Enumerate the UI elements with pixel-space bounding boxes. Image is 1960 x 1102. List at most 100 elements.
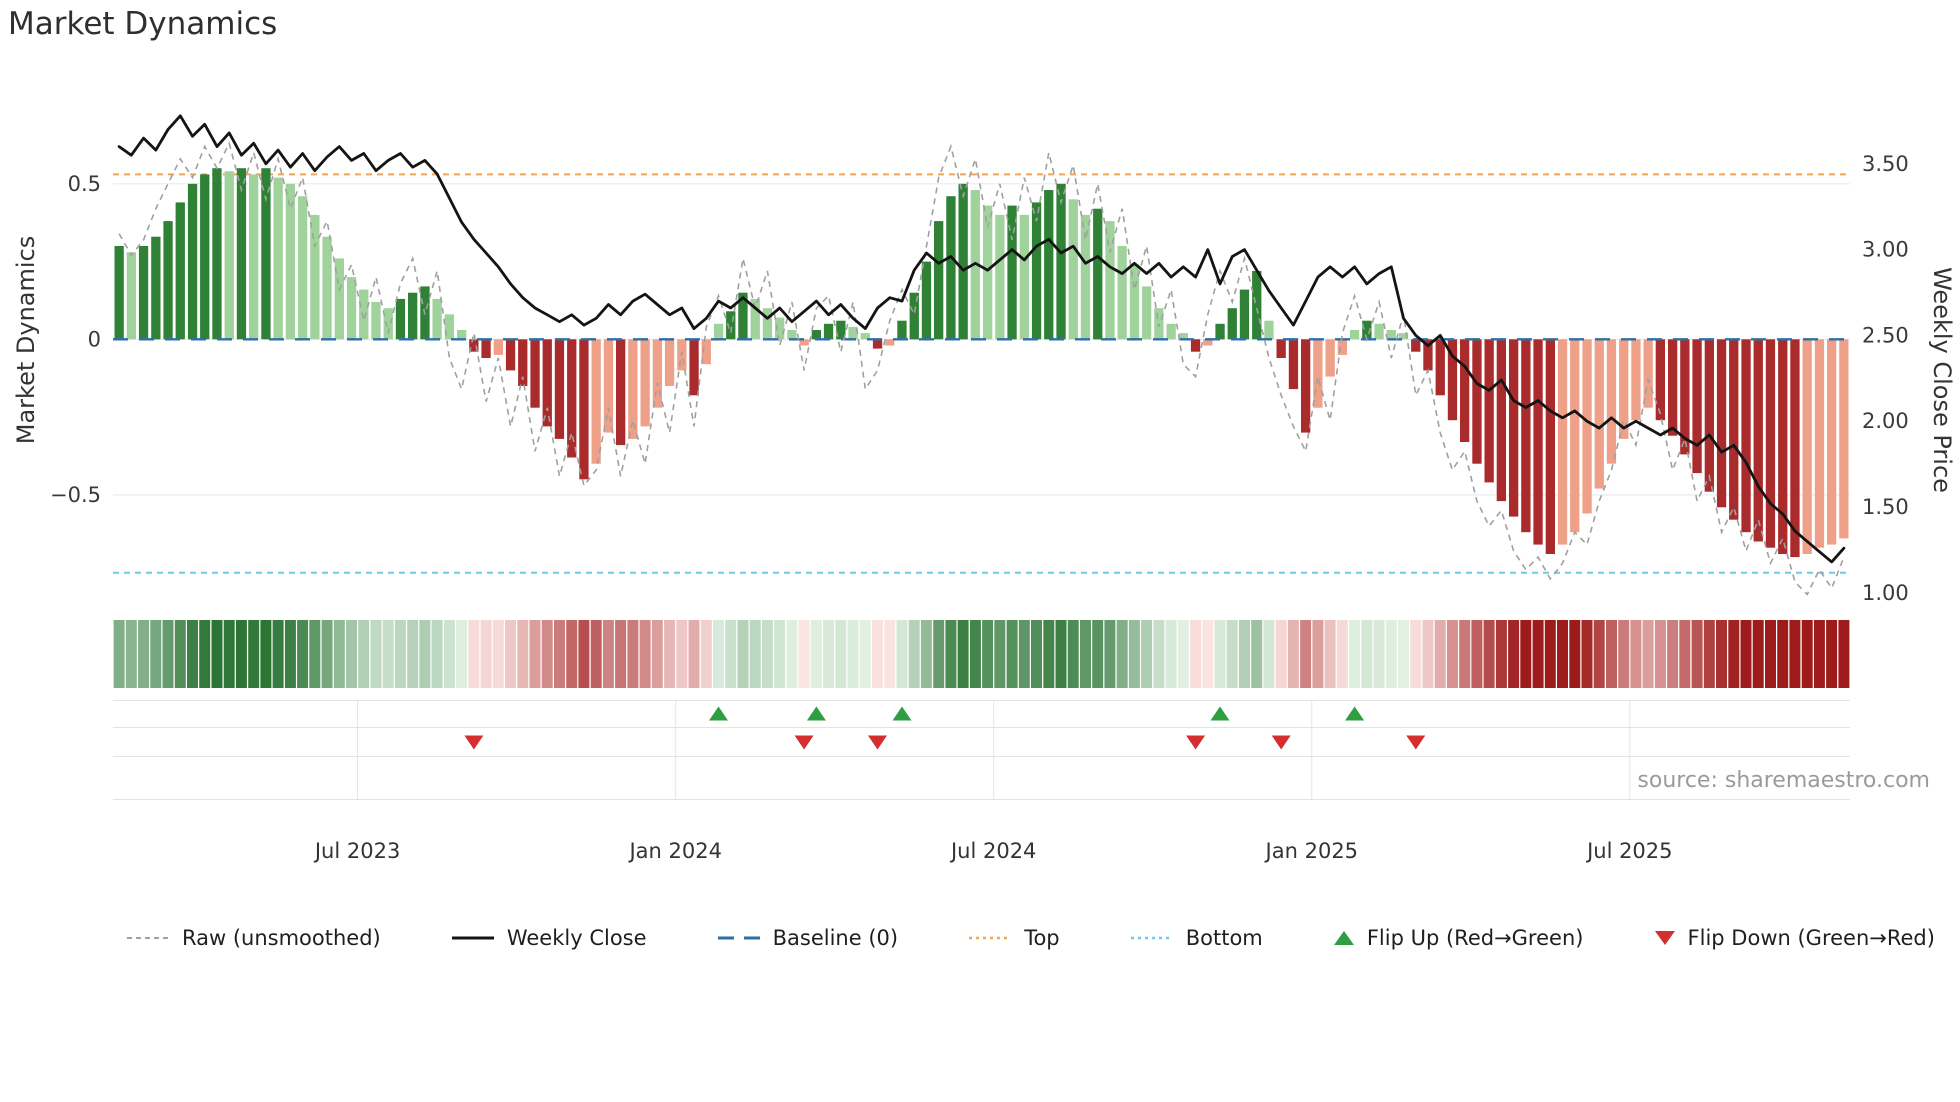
heatmap-cell xyxy=(1752,620,1764,688)
oscillator-bar xyxy=(775,317,785,340)
heatmap-cell xyxy=(1838,620,1850,688)
heatmap-cell xyxy=(1067,620,1079,688)
oscillator-bar xyxy=(493,339,503,355)
oscillator-bar xyxy=(1068,199,1078,340)
heatmap-cell xyxy=(1716,620,1727,688)
heatmap-cell xyxy=(578,620,590,688)
legend-label: Flip Up (Red→Green) xyxy=(1366,926,1584,950)
oscillator-bar xyxy=(628,339,638,439)
oscillator-bar xyxy=(554,339,565,439)
heatmap-cell xyxy=(810,620,822,688)
heatmap-cell xyxy=(1544,620,1556,688)
heatmap-cell xyxy=(492,620,504,688)
oscillator-bar xyxy=(811,330,821,340)
oscillator-bar xyxy=(481,339,491,358)
heatmap-cell xyxy=(1532,620,1544,688)
flip-down-marker xyxy=(464,735,484,750)
oscillator-bar xyxy=(934,221,944,340)
heatmap-cell xyxy=(1202,620,1214,688)
heatmap-cell xyxy=(407,620,419,688)
oscillator-bar xyxy=(138,246,149,340)
heatmap-cell xyxy=(1728,620,1740,688)
heatmap-cell xyxy=(1385,620,1397,688)
x-tick-label: Jul 2023 xyxy=(313,839,400,863)
oscillator-bar xyxy=(836,320,846,340)
heatmap-cell xyxy=(872,620,883,688)
heatmap-cell xyxy=(1287,620,1299,688)
oscillator-bar xyxy=(187,183,198,340)
x-tick-label: Jul 2025 xyxy=(1585,839,1672,863)
heatmap-cell xyxy=(1813,620,1825,688)
left-tick-label: 0 xyxy=(88,327,101,351)
oscillator-bar xyxy=(1362,320,1372,340)
oscillator-bar xyxy=(395,298,406,340)
oscillator-bar xyxy=(1545,339,1555,554)
oscillator-bar xyxy=(762,308,773,340)
heatmap-cell xyxy=(1275,620,1287,688)
heatmap-cell xyxy=(125,620,137,688)
oscillator-bar xyxy=(236,168,247,340)
oscillator-bar xyxy=(1374,323,1384,340)
heatmap-cell xyxy=(1165,620,1177,688)
right-tick-label: 3.50 xyxy=(1862,152,1909,176)
legend: Raw (unsmoothed) Weekly Close Baseline (… xyxy=(125,918,1935,958)
heatmap-cell xyxy=(1581,620,1593,688)
oscillator-bar xyxy=(1484,339,1494,483)
flip-down-marker xyxy=(794,735,814,750)
flip-up-triangle-icon xyxy=(1332,929,1356,947)
oscillator-bar xyxy=(1716,339,1727,508)
heatmap-cell xyxy=(1080,620,1091,688)
oscillator-bar xyxy=(1239,289,1250,340)
oscillator-bar xyxy=(872,339,883,349)
heatmap-cell xyxy=(1349,620,1361,688)
flip-up-marker xyxy=(892,706,912,721)
oscillator-bar xyxy=(1288,339,1299,390)
heatmap-cell xyxy=(994,620,1006,688)
oscillator-bar xyxy=(1080,214,1091,340)
oscillator-bar xyxy=(212,168,222,340)
heatmap-cell xyxy=(1789,620,1801,688)
heatmap-cell xyxy=(639,620,651,688)
heatmap-cell xyxy=(896,620,908,688)
heatmap-cell xyxy=(786,620,798,688)
legend-label: Baseline (0) xyxy=(772,926,899,950)
heatmap-cell xyxy=(529,620,541,688)
heatmap-cell xyxy=(1740,620,1752,688)
heatmap-cell xyxy=(1361,620,1373,688)
heatmap-cell xyxy=(1018,620,1030,688)
flip-up-marker xyxy=(1345,706,1365,721)
oscillator-bar xyxy=(224,171,234,340)
right-tick-label: 1.50 xyxy=(1862,495,1909,519)
flip-down-marker xyxy=(1271,735,1291,750)
oscillator-bar xyxy=(261,168,271,340)
oscillator-bar xyxy=(885,339,895,346)
oscillator-bar xyxy=(249,174,259,340)
heatmap-cell xyxy=(1801,620,1813,688)
oscillator-bar xyxy=(848,326,858,340)
oscillator-bar xyxy=(1668,339,1678,436)
oscillator-bar xyxy=(567,339,577,458)
heatmap-cell xyxy=(1495,620,1507,688)
oscillator-bar xyxy=(591,339,601,464)
oscillator-bar xyxy=(1117,246,1127,340)
heatmap-cell xyxy=(1557,620,1568,688)
flip-marker-band xyxy=(113,700,1850,800)
oscillator-bar xyxy=(285,183,295,340)
oscillator-bar xyxy=(322,236,332,340)
oscillator-bar xyxy=(1166,323,1176,340)
heatmap-cell xyxy=(884,620,896,688)
heatmap-cell xyxy=(150,620,162,688)
heatmap-cell xyxy=(798,620,810,688)
oscillator-bar xyxy=(1741,339,1751,533)
heatmap-cell xyxy=(187,620,198,688)
flip-down-triangle-icon xyxy=(1653,929,1677,947)
oscillator-bar xyxy=(359,289,369,340)
oscillator-bar xyxy=(1814,339,1825,548)
legend-item-bottom: Bottom xyxy=(1129,926,1263,950)
heatmap-cell xyxy=(260,620,272,688)
heatmap-cell xyxy=(284,620,296,688)
heatmap-cell xyxy=(908,620,920,688)
heatmap-cell xyxy=(957,620,969,688)
oscillator-bar xyxy=(126,252,136,340)
legend-item-raw: Raw (unsmoothed) xyxy=(125,926,381,950)
